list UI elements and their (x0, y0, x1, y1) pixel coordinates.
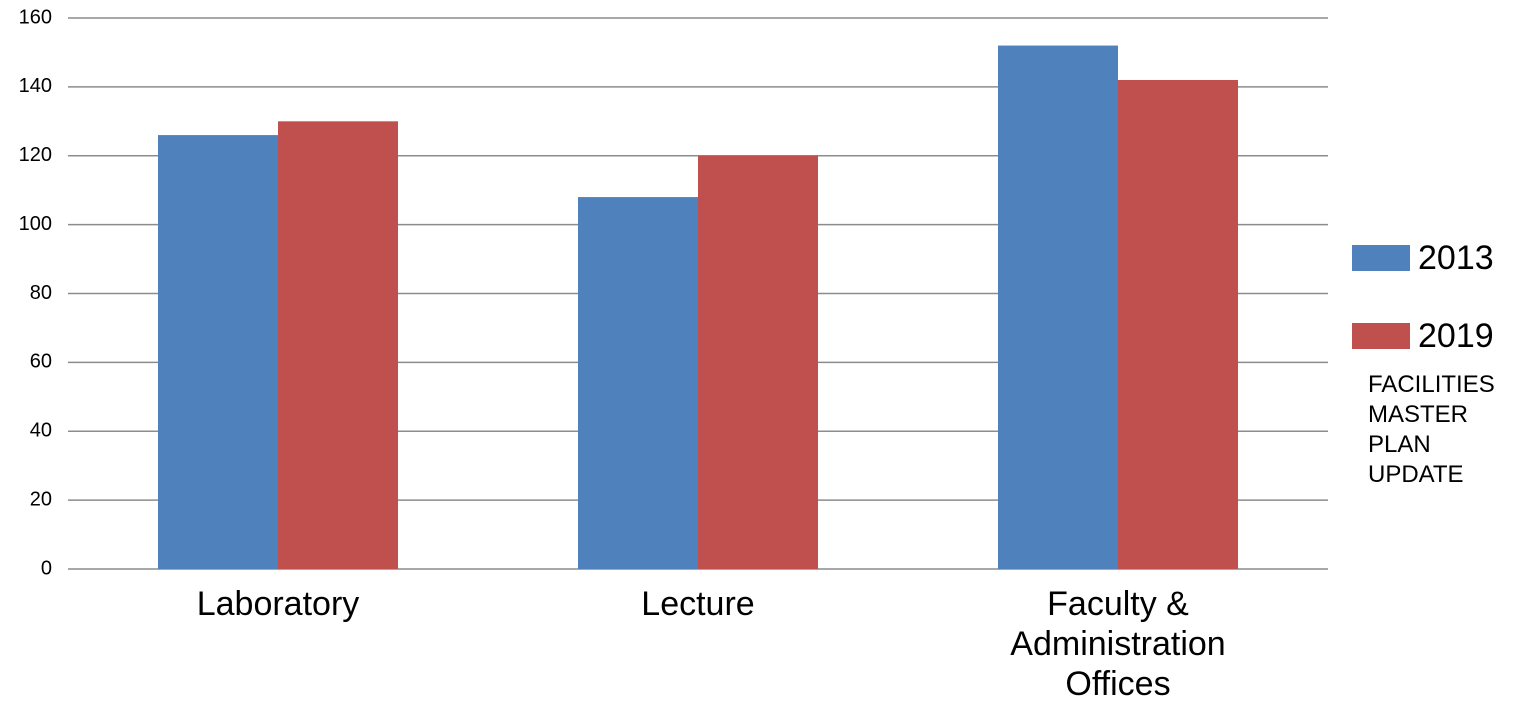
x-tick-label: Laboratory (196, 585, 360, 623)
y-tick-label: 160 (19, 6, 52, 28)
bar (278, 121, 398, 569)
bar (158, 135, 278, 569)
x-tick-label: Faculty & Administration Offices (1010, 585, 1226, 703)
legend-label: 2013 (1418, 239, 1494, 277)
y-tick-label: 60 (30, 351, 52, 373)
legend-swatch (1352, 323, 1410, 349)
bar (578, 197, 698, 569)
y-tick-label: 0 (41, 557, 52, 579)
y-tick-label: 80 (30, 282, 52, 304)
y-tick-label: 120 (19, 144, 52, 166)
y-tick-label: 40 (30, 420, 52, 442)
y-tick-label: 140 (19, 75, 52, 97)
annotation: FACILITIES MASTER PLAN UPDATE (1368, 371, 1495, 488)
y-tick-label: 20 (30, 488, 52, 510)
bar (998, 45, 1118, 570)
legend-label: 2019 (1418, 317, 1494, 355)
bar (698, 155, 818, 569)
legend-swatch (1352, 245, 1410, 271)
y-tick-label: 100 (19, 213, 52, 235)
x-tick-label: Lecture (641, 585, 755, 623)
bar (1118, 79, 1238, 570)
